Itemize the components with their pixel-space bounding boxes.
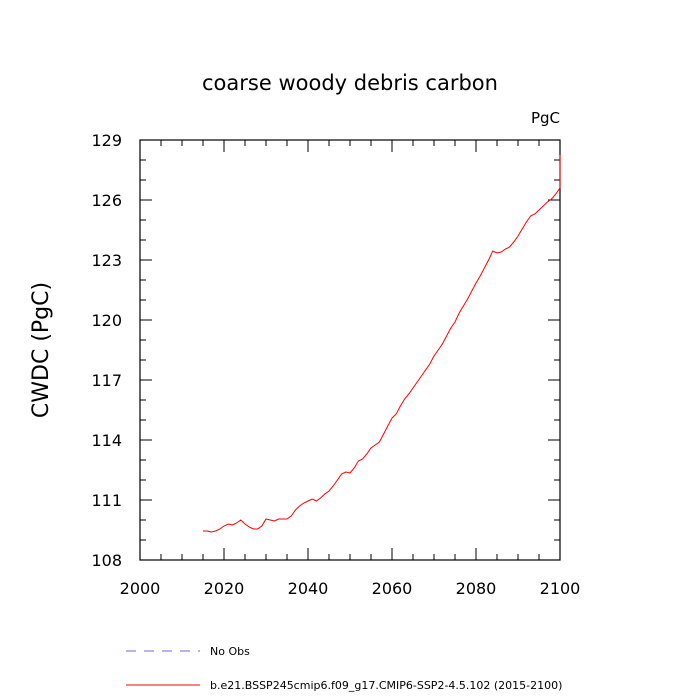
units-label: PgC bbox=[531, 109, 560, 127]
x-tick-label: 2000 bbox=[120, 579, 161, 598]
chart-title: coarse woody debris carbon bbox=[202, 71, 498, 95]
x-tick-label: 2040 bbox=[288, 579, 329, 598]
y-tick-label: 114 bbox=[91, 431, 122, 450]
y-tick-label: 123 bbox=[91, 251, 122, 270]
x-tick-label: 2060 bbox=[372, 579, 413, 598]
x-tick-label: 2080 bbox=[456, 579, 497, 598]
x-tick-label: 2020 bbox=[204, 579, 245, 598]
y-tick-label: 129 bbox=[91, 131, 122, 150]
x-tick-label: 2100 bbox=[540, 579, 581, 598]
y-tick-label: 126 bbox=[91, 191, 122, 210]
plot-frame bbox=[139, 139, 561, 561]
y-tick-label: 111 bbox=[91, 491, 122, 510]
legend-label: No Obs bbox=[210, 645, 250, 658]
y-tick-label: 120 bbox=[91, 311, 122, 330]
axes: 2000 2020 2040 2060 2080 2100 108 111 114 117 120 1… bbox=[91, 131, 580, 598]
legend-label: b.e21.BSSP245cmip6.f09_g17.CMIP6-SSP2-4.… bbox=[210, 679, 562, 692]
legend: No Obs b.e21.BSSP245cmip6.f09_g17.CMIP6-S… bbox=[126, 645, 562, 692]
y-tick-label: 117 bbox=[91, 371, 122, 390]
y-tick-label: 108 bbox=[91, 551, 122, 570]
series-layer bbox=[203, 155, 561, 533]
y-axis-label: CWDC (PgC) bbox=[29, 282, 54, 418]
series-line bbox=[203, 155, 561, 533]
